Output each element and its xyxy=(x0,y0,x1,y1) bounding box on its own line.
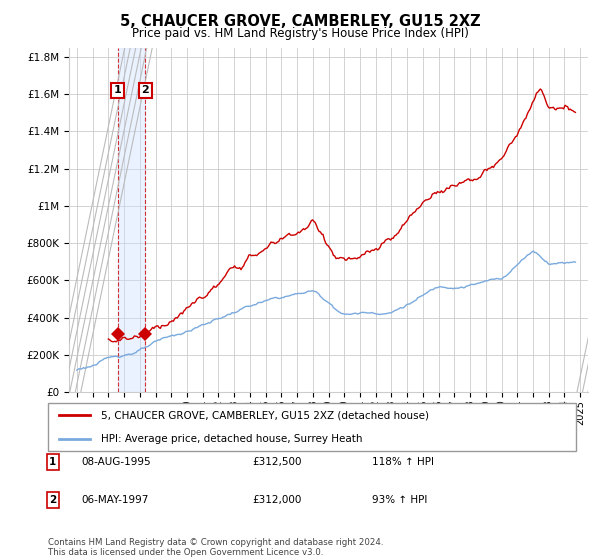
Text: 06-MAY-1997: 06-MAY-1997 xyxy=(81,495,148,505)
Text: 2: 2 xyxy=(49,495,56,505)
Text: 118% ↑ HPI: 118% ↑ HPI xyxy=(372,457,434,467)
Text: Contains HM Land Registry data © Crown copyright and database right 2024.
This d: Contains HM Land Registry data © Crown c… xyxy=(48,538,383,557)
Text: 2: 2 xyxy=(142,86,149,95)
Text: £312,000: £312,000 xyxy=(252,495,301,505)
Bar xyxy=(118,48,145,392)
Text: HPI: Average price, detached house, Surrey Heath: HPI: Average price, detached house, Surr… xyxy=(101,434,362,444)
Text: 08-AUG-1995: 08-AUG-1995 xyxy=(81,457,151,467)
Text: 5, CHAUCER GROVE, CAMBERLEY, GU15 2XZ: 5, CHAUCER GROVE, CAMBERLEY, GU15 2XZ xyxy=(119,14,481,29)
Text: 1: 1 xyxy=(49,457,56,467)
Text: Price paid vs. HM Land Registry's House Price Index (HPI): Price paid vs. HM Land Registry's House … xyxy=(131,27,469,40)
FancyBboxPatch shape xyxy=(48,403,576,451)
Text: 93% ↑ HPI: 93% ↑ HPI xyxy=(372,495,427,505)
Text: £312,500: £312,500 xyxy=(252,457,302,467)
Text: 1: 1 xyxy=(114,86,122,95)
Text: 5, CHAUCER GROVE, CAMBERLEY, GU15 2XZ (detached house): 5, CHAUCER GROVE, CAMBERLEY, GU15 2XZ (d… xyxy=(101,410,429,420)
